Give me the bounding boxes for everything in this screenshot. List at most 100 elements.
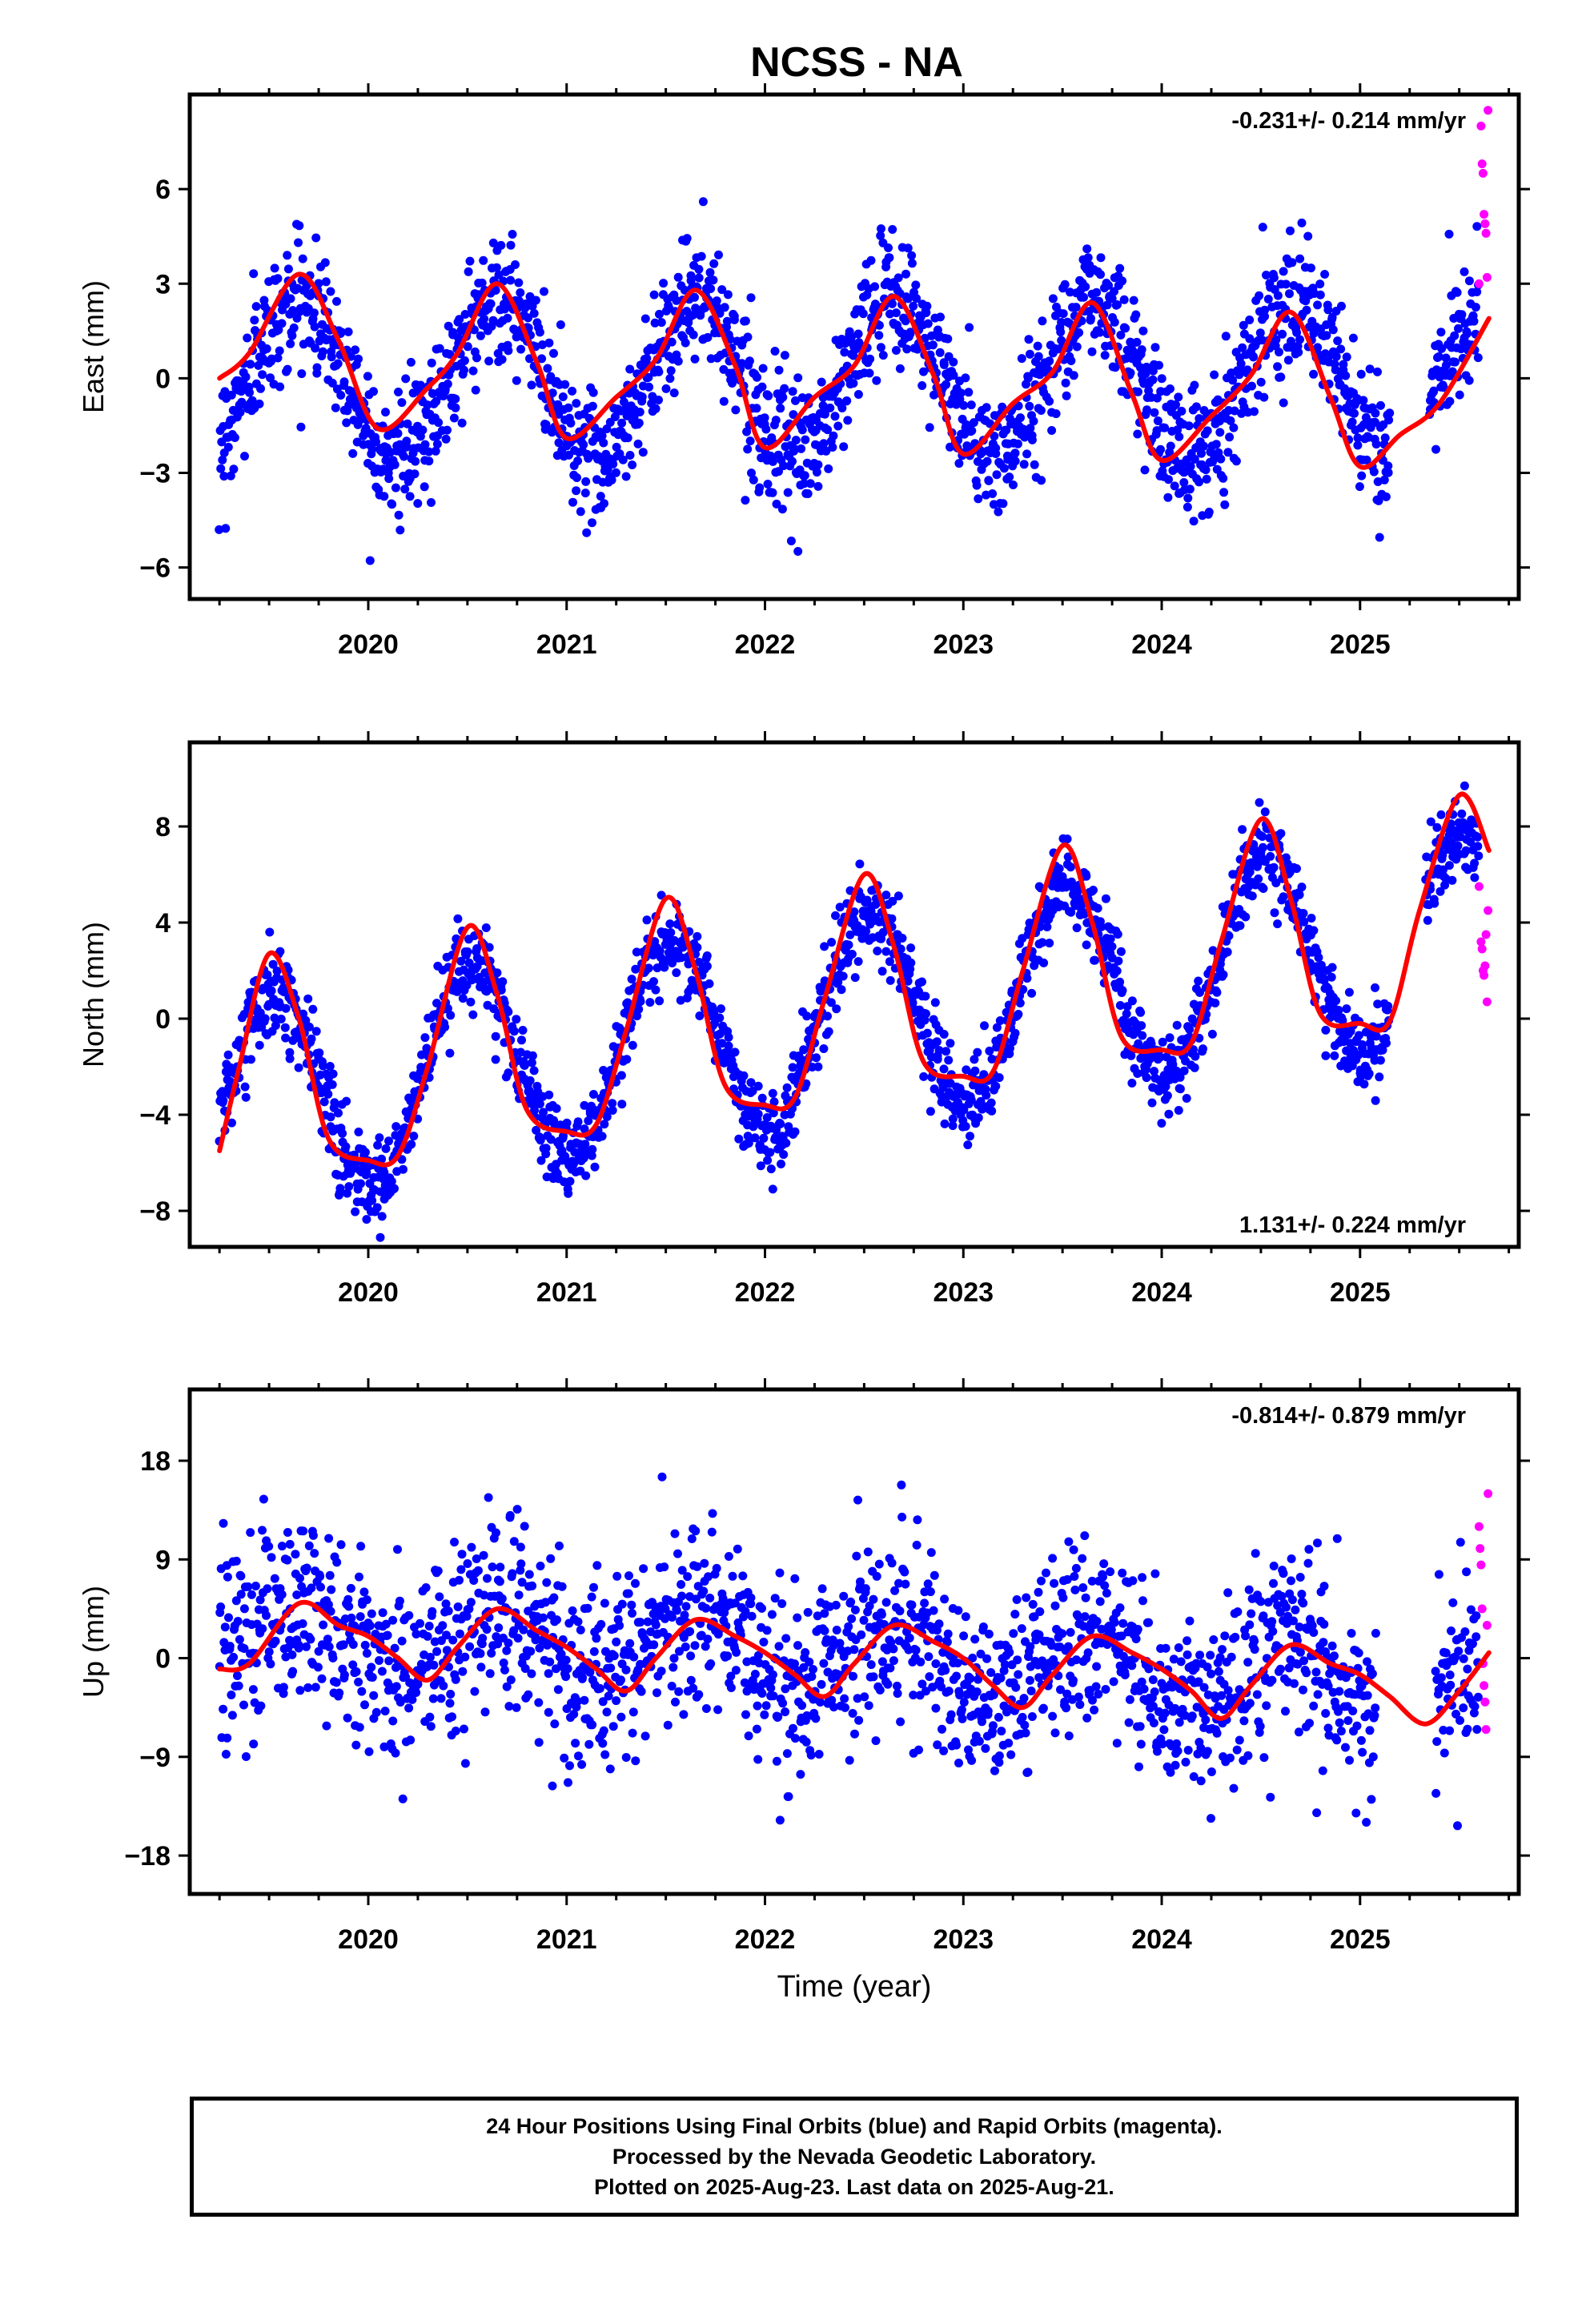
final-orbit-point	[1348, 333, 1358, 343]
rapid-orbit-point	[1482, 997, 1492, 1007]
final-orbit-point	[499, 1659, 508, 1667]
final-orbit-point	[588, 1720, 597, 1730]
final-orbit-point	[546, 372, 556, 381]
final-orbit-point	[1327, 972, 1336, 982]
final-orbit-point	[439, 1681, 448, 1691]
final-orbit-point	[824, 464, 833, 473]
final-orbit-point	[331, 403, 340, 412]
final-orbit-point	[628, 460, 637, 469]
final-orbit-point	[516, 1542, 525, 1552]
final-orbit-point	[402, 442, 412, 452]
final-orbit-point	[463, 947, 472, 956]
final-orbit-point	[534, 1738, 544, 1747]
final-orbit-point	[819, 439, 829, 448]
final-orbit-point	[1430, 899, 1439, 908]
final-orbit-point	[460, 365, 468, 375]
final-orbit-point	[1126, 1051, 1136, 1060]
final-orbit-point	[1095, 328, 1105, 337]
final-orbit-point	[919, 367, 928, 376]
final-orbit-point	[494, 1623, 504, 1633]
final-orbit-point	[229, 1652, 239, 1662]
final-orbit-point	[410, 469, 420, 479]
final-orbit-point	[258, 1624, 267, 1634]
final-orbit-point	[227, 1711, 237, 1720]
final-orbit-point	[1146, 1039, 1156, 1048]
final-orbit-point	[799, 1045, 809, 1055]
final-orbit-point	[553, 400, 563, 409]
final-orbit-point	[255, 399, 264, 408]
final-orbit-point	[1371, 440, 1381, 449]
final-orbit-point	[796, 1770, 805, 1779]
final-orbit-point	[780, 384, 789, 393]
final-orbit-point	[476, 331, 485, 340]
final-orbit-point	[902, 344, 912, 354]
final-orbit-point	[1162, 1091, 1172, 1100]
final-orbit-point	[1013, 439, 1022, 448]
final-orbit-point	[560, 1753, 569, 1763]
final-orbit-point	[656, 318, 666, 328]
final-orbit-point	[516, 1566, 525, 1575]
final-orbit-point	[482, 1625, 492, 1634]
final-orbit-point	[608, 1099, 617, 1108]
final-orbit-point	[546, 1135, 556, 1144]
final-orbit-point	[686, 1651, 696, 1661]
final-orbit-point	[460, 1724, 468, 1734]
final-orbit-point	[677, 1591, 686, 1601]
final-orbit-point	[638, 448, 648, 457]
final-orbit-point	[554, 438, 564, 448]
final-orbit-point	[686, 1675, 696, 1685]
final-orbit-point	[618, 455, 628, 464]
final-orbit-point	[549, 1593, 559, 1602]
final-orbit-point	[312, 363, 322, 372]
final-orbit-point	[360, 1640, 370, 1650]
final-orbit-point	[1432, 822, 1442, 832]
final-orbit-point	[599, 1066, 608, 1075]
final-orbit-point	[827, 938, 837, 947]
final-orbit-point	[709, 259, 719, 268]
final-orbit-point	[873, 947, 882, 955]
final-orbit-point	[642, 915, 652, 925]
final-orbit-point	[413, 499, 423, 509]
final-orbit-point	[629, 412, 639, 422]
final-orbit-point	[271, 1636, 280, 1646]
final-orbit-point	[928, 340, 938, 350]
final-orbit-point	[683, 1572, 693, 1582]
final-orbit-point	[1347, 417, 1357, 427]
final-orbit-point	[1082, 244, 1092, 254]
final-orbit-point	[418, 425, 428, 435]
final-orbit-point	[629, 1652, 639, 1662]
final-orbit-point	[506, 240, 516, 250]
y-axis-label: North (mm)	[77, 922, 110, 1068]
final-orbit-point	[255, 1595, 265, 1605]
final-orbit-point	[1165, 1033, 1174, 1043]
final-orbit-point	[693, 931, 702, 941]
final-orbit-point	[866, 255, 876, 265]
final-orbit-point	[373, 1140, 383, 1150]
final-orbit-point	[343, 327, 353, 336]
final-orbit-point	[689, 330, 698, 340]
final-orbit-point	[793, 373, 803, 383]
final-orbit-point	[326, 1606, 335, 1616]
final-orbit-point	[764, 391, 773, 400]
final-orbit-point	[874, 320, 884, 330]
final-orbit-point	[623, 433, 632, 443]
final-orbit-point	[1190, 1063, 1199, 1072]
final-orbit-point	[1238, 825, 1247, 834]
final-orbit-point	[681, 1602, 691, 1611]
final-orbit-point	[1260, 305, 1270, 315]
final-orbit-point	[571, 1739, 580, 1748]
final-orbit-point	[573, 1617, 583, 1626]
final-orbit-point	[240, 452, 249, 461]
final-orbit-point	[251, 302, 261, 312]
final-orbit-point	[720, 303, 729, 312]
final-orbit-point	[1110, 317, 1119, 327]
final-orbit-point	[519, 1625, 528, 1634]
final-orbit-point	[901, 316, 910, 326]
final-orbit-point	[627, 975, 636, 984]
final-orbit-point	[625, 451, 635, 460]
final-orbit-point	[693, 943, 702, 952]
final-orbit-point	[337, 328, 346, 337]
final-orbit-point	[332, 296, 341, 306]
final-orbit-point	[770, 1594, 780, 1603]
final-orbit-point	[416, 380, 425, 390]
